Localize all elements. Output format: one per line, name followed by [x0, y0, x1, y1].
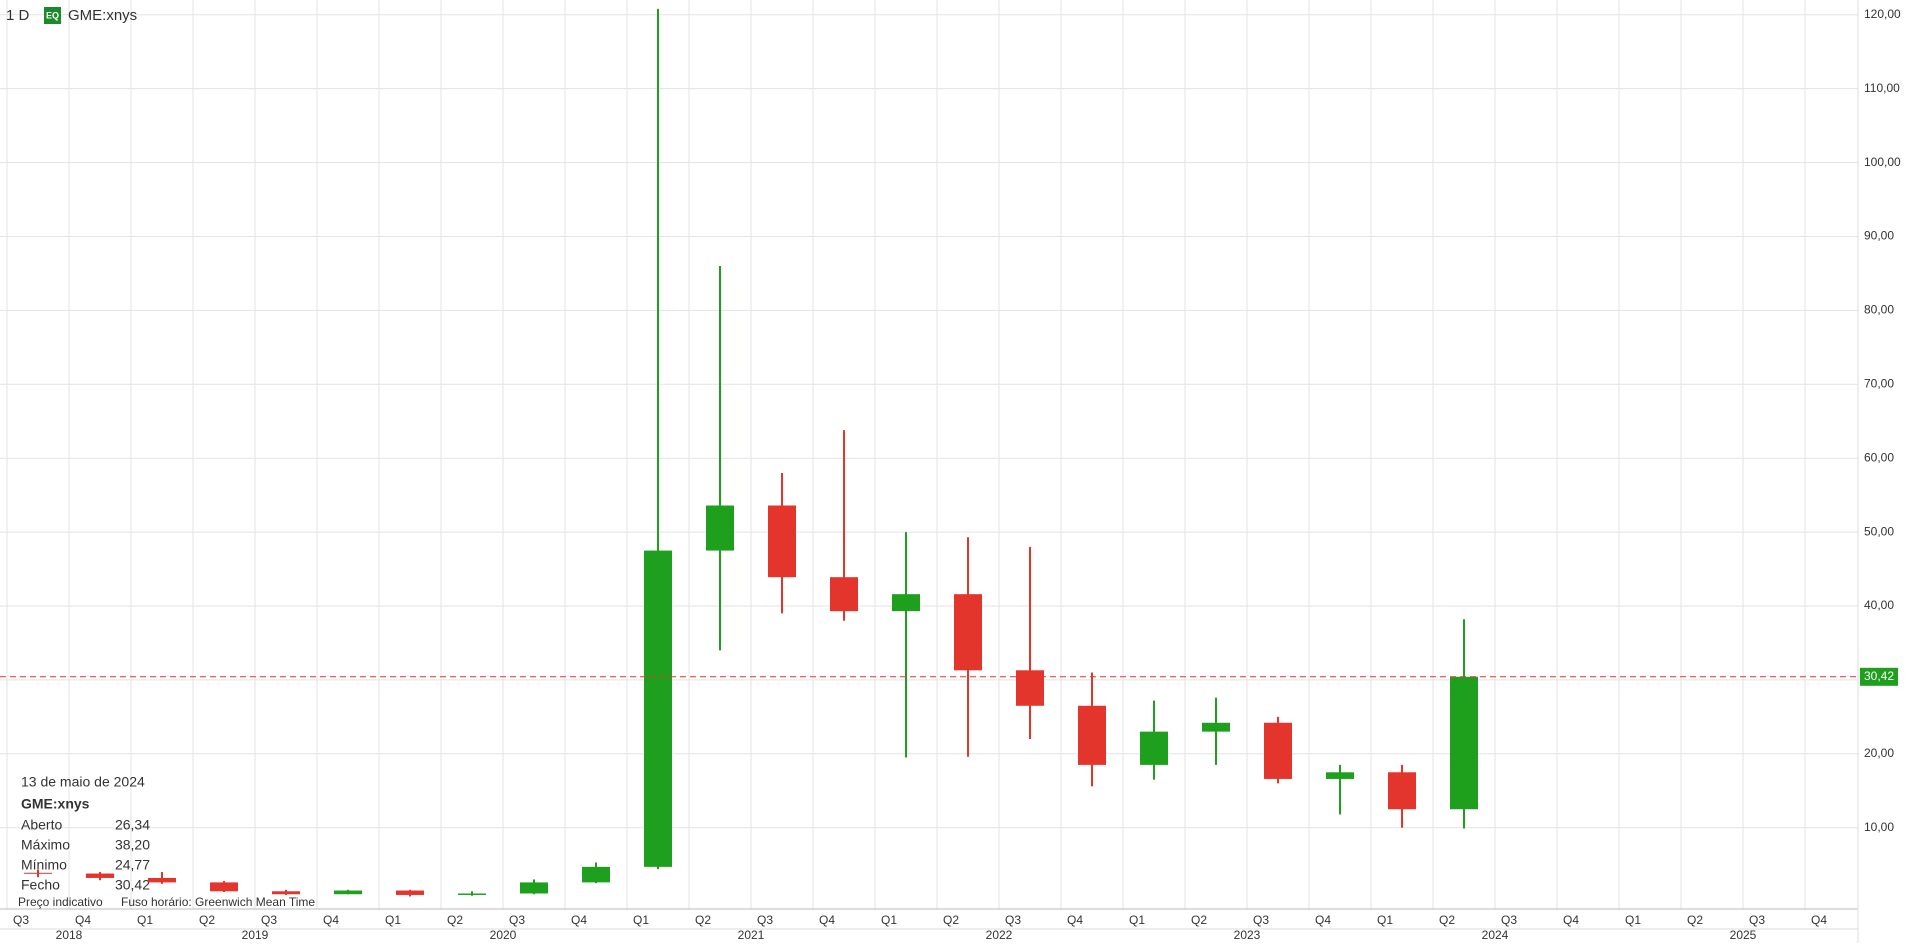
year-label: 2024 [1482, 928, 1509, 942]
year-label: 2018 [56, 928, 83, 942]
x-tick-label: Q1 [385, 913, 401, 927]
x-tick-label: Q1 [1377, 913, 1393, 927]
y-tick-label: 110,00 [1864, 81, 1900, 95]
year-label: 2020 [490, 928, 517, 942]
y-tick-label: 40,00 [1864, 598, 1894, 612]
candle-body [396, 890, 424, 895]
symbol: GME:xnys [68, 7, 137, 24]
y-tick-label: 70,00 [1864, 376, 1894, 390]
x-tick-label: Q4 [1315, 913, 1331, 927]
candle-body [768, 505, 796, 578]
x-tick-label: Q4 [1067, 913, 1083, 927]
last-price-label: 30,42 [1864, 669, 1894, 683]
candle-body [1202, 722, 1230, 732]
x-tick-label: Q4 [75, 913, 91, 927]
x-tick-label: Q2 [1191, 913, 1207, 927]
candle-body [1016, 670, 1044, 706]
info-timezone: Fuso horário: Greenwich Mean Time [121, 895, 315, 909]
x-tick-label: Q4 [819, 913, 835, 927]
info-label: Aberto [21, 817, 62, 833]
info-value: 26,34 [115, 817, 150, 833]
candle-body [1140, 731, 1168, 765]
x-tick-label: Q4 [571, 913, 587, 927]
candle-body [86, 873, 114, 878]
year-label: 2025 [1730, 928, 1757, 942]
candle-body [1388, 772, 1416, 810]
y-tick-label: 90,00 [1864, 229, 1894, 243]
x-tick-label: Q3 [1501, 913, 1517, 927]
info-panel: 13 de maio de 2024 GME:xnys Preço indica… [18, 774, 315, 909]
grid [0, 0, 1858, 909]
x-tick-label: Q4 [1811, 913, 1827, 927]
x-tick-label: Q3 [1749, 913, 1765, 927]
candle-body [24, 872, 52, 874]
info-value: 30,42 [115, 877, 150, 893]
x-tick-label: Q3 [261, 913, 277, 927]
candle-body [1078, 705, 1106, 765]
x-tick-label: Q2 [199, 913, 215, 927]
candle-body [1264, 722, 1292, 779]
x-tick-label: Q2 [695, 913, 711, 927]
info-note: Preço indicativo [18, 895, 103, 909]
y-tick-label: 80,00 [1864, 303, 1894, 317]
candle-body [1450, 676, 1478, 810]
info-label: Fecho [21, 877, 60, 893]
x-tick-label: Q1 [1129, 913, 1145, 927]
candle-body [148, 877, 176, 883]
info-label: Máximo [21, 837, 70, 853]
interval: 1 D [6, 7, 30, 24]
x-tick-label: Q4 [323, 913, 339, 927]
candle-body [954, 594, 982, 671]
y-tick-label: 50,00 [1864, 524, 1894, 538]
x-tick-label: Q2 [1439, 913, 1455, 927]
info-value: 24,77 [115, 857, 150, 873]
info-value: 38,20 [115, 837, 150, 853]
x-tick-label: Q2 [447, 913, 463, 927]
x-tick-label: Q1 [1625, 913, 1641, 927]
candle-body [458, 893, 486, 895]
x-tick-label: Q1 [633, 913, 649, 927]
candle-body [892, 594, 920, 612]
info-date: 13 de maio de 2024 [21, 774, 145, 790]
year-label: 2023 [1234, 928, 1261, 942]
x-tick-label: Q3 [13, 913, 29, 927]
y-tick-label: 60,00 [1864, 450, 1894, 464]
year-label: 2022 [986, 928, 1013, 942]
x-tick-label: Q4 [1563, 913, 1579, 927]
x-tick-label: Q2 [1687, 913, 1703, 927]
badge: EQ [46, 10, 59, 20]
badge-bg [44, 7, 61, 24]
last-price-badge [1860, 667, 1898, 686]
x-tick-label: Q3 [1253, 913, 1269, 927]
x-tick-label: Q2 [943, 913, 959, 927]
candle-body [830, 577, 858, 612]
year-label: 2021 [738, 928, 765, 942]
candle-body [272, 891, 300, 895]
x-tick-label: Q3 [509, 913, 525, 927]
y-tick-label: 10,00 [1864, 820, 1894, 834]
y-tick-label: 100,00 [1864, 155, 1901, 169]
y-tick-label: 120,00 [1864, 7, 1901, 21]
candle-body [1326, 772, 1354, 779]
y-tick-label: 20,00 [1864, 746, 1894, 760]
year-label: 2019 [242, 928, 269, 942]
candle-body [582, 866, 610, 883]
candle-body [520, 882, 548, 894]
x-tick-label: Q1 [137, 913, 153, 927]
candle-body [210, 882, 238, 892]
info-label: Mínimo [21, 857, 67, 873]
candle-body [706, 505, 734, 551]
x-tick-label: Q3 [1005, 913, 1021, 927]
info-symbol: GME:xnys [21, 796, 90, 812]
candle-body [334, 890, 362, 895]
x-tick-label: Q3 [757, 913, 773, 927]
x-tick-label: Q1 [881, 913, 897, 927]
candle-body [644, 550, 672, 867]
